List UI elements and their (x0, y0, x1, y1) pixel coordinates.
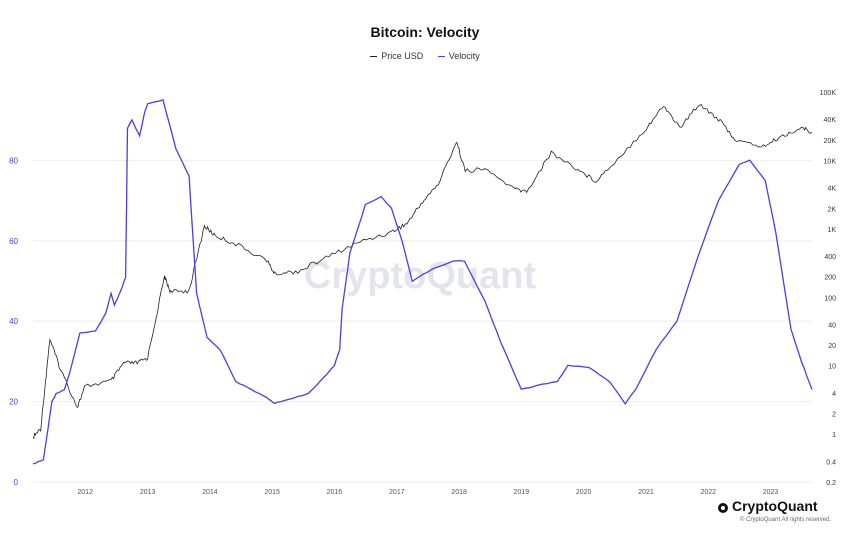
brand-logo: CryptoQuant (718, 498, 818, 514)
right-tick-label: 1K (827, 227, 836, 234)
left-axis: 0 20 40 60 80 (9, 156, 18, 487)
x-tick-label: 2022 (701, 489, 717, 496)
x-tick-label: 2013 (140, 489, 156, 496)
legend[interactable]: Price USD Velocity (0, 51, 850, 61)
right-tick-label: 400 (824, 254, 836, 261)
right-tick-label: 40 (828, 323, 836, 330)
right-tick-label: 2K (827, 206, 836, 213)
legend-swatch-velocity (437, 56, 445, 58)
x-tick-label: 2015 (264, 489, 280, 496)
x-tick-label: 2016 (327, 489, 343, 496)
right-tick-label: 40K (824, 117, 837, 124)
left-tick-label: 60 (9, 237, 18, 246)
grid (33, 159, 812, 483)
x-tick-label: 2021 (638, 489, 654, 496)
x-axis: 2012 2013 2014 2015 2016 2017 2018 2019 2020 2021… (77, 489, 778, 496)
copyright-text: © CryptoQuant All rights reserved. (740, 517, 832, 523)
velocity-line[interactable] (32, 98, 813, 465)
left-tick-label: 0 (14, 478, 19, 487)
legend-swatch-price (370, 56, 378, 58)
right-tick-label: 100K (820, 90, 837, 97)
left-tick-label: 40 (9, 317, 18, 326)
right-tick-label: 10 (828, 364, 836, 371)
right-tick-label: 100 (824, 295, 836, 302)
x-tick-label: 2019 (514, 489, 530, 496)
right-tick-label: 2 (832, 412, 836, 419)
legend-label-price: Price USD (381, 51, 424, 61)
cryptoquant-logo-icon (718, 503, 728, 513)
x-tick-label: 2018 (451, 489, 467, 496)
x-tick-label: 2023 (763, 489, 779, 496)
chart-title: Bitcoin: Velocity (370, 24, 480, 40)
left-tick-label: 80 (9, 156, 18, 165)
left-tick-label: 20 (9, 398, 18, 407)
right-tick-label: 1 (832, 432, 836, 439)
legend-item-velocity[interactable]: Velocity (437, 51, 480, 61)
brand-name: CryptoQuant (732, 498, 818, 514)
legend-label-velocity: Velocity (448, 51, 480, 61)
right-tick-label: 4 (832, 391, 836, 398)
right-tick-label: 10K (824, 158, 837, 165)
x-tick-label: 2020 (576, 489, 592, 496)
right-tick-label: 4K (827, 186, 836, 193)
x-tick-label: 2017 (389, 489, 405, 496)
right-tick-label: 0.2 (826, 480, 836, 487)
x-tick-label: 2014 (202, 489, 218, 496)
right-axis: 0.2 0.4 1 2 4 10 20 40 100 200 400 1K 2K 4K 10K 20K 40K 1… (820, 90, 837, 487)
right-tick-label: 0.4 (826, 459, 836, 466)
right-tick-label: 20 (828, 343, 836, 350)
right-tick-label: 200 (824, 275, 836, 282)
right-tick-label: 20K (824, 138, 837, 145)
legend-item-price[interactable]: Price USD (370, 51, 423, 61)
x-tick-label: 2012 (77, 489, 93, 496)
price-usd-line[interactable] (32, 103, 813, 440)
